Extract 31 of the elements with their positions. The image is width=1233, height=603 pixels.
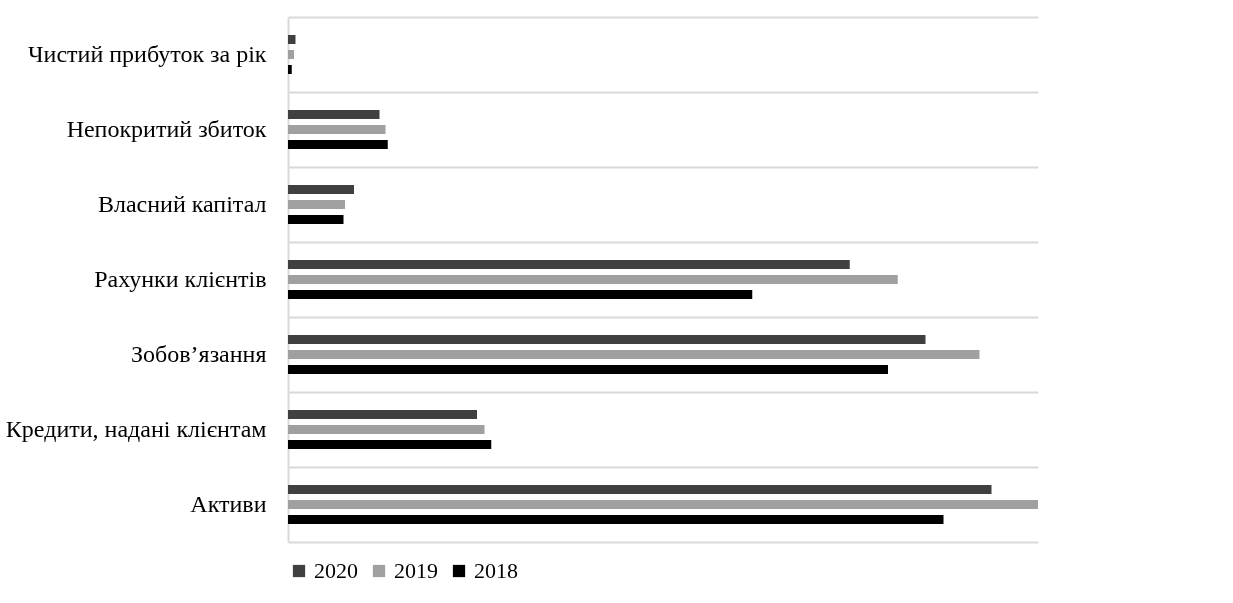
bar [288, 140, 388, 149]
bar [288, 125, 386, 134]
bar [288, 50, 294, 59]
bar [288, 350, 980, 359]
bar [288, 260, 850, 269]
bar [288, 485, 992, 494]
y-tick-label: Зобов’язання [131, 341, 267, 367]
bar [288, 110, 380, 119]
bar [288, 185, 354, 194]
bar [288, 275, 898, 284]
y-tick-label: Непокритий збиток [66, 116, 267, 142]
bar [288, 515, 944, 524]
y-tick-label: Активи [190, 491, 267, 517]
y-tick-label: Власний капітал [97, 191, 267, 217]
bar [288, 335, 926, 344]
bar [288, 365, 888, 374]
y-tick-label: Рахунки клієнтів [94, 266, 267, 292]
bar [288, 35, 296, 44]
y-tick-label: Кредити, надані клієнтам [5, 416, 267, 442]
bar [288, 425, 485, 434]
legend-label: 2019 [394, 558, 438, 583]
bar [288, 290, 753, 299]
bar [288, 65, 292, 74]
bar [288, 410, 477, 419]
bar [288, 500, 1038, 509]
y-tick-label: Чистий прибуток за рік [27, 41, 267, 67]
bar [288, 215, 344, 224]
legend-label: 2018 [474, 558, 518, 583]
bar [288, 200, 345, 209]
legend-label: 2020 [314, 558, 358, 583]
bar [288, 440, 492, 449]
